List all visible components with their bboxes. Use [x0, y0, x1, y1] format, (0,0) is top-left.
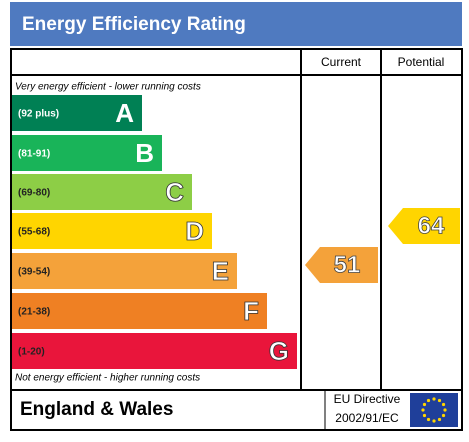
flag-star [426, 398, 431, 403]
band-bar [12, 293, 267, 329]
band-letter: B [135, 138, 154, 168]
flag-star [432, 397, 436, 401]
band-bar [12, 135, 162, 171]
band-range: (55-68) [18, 227, 50, 238]
column-header: Current [321, 55, 362, 69]
flag-star [422, 402, 427, 407]
band-bar [12, 213, 212, 249]
table-border [10, 48, 463, 431]
top-note: Very energy efficient - lower running co… [15, 82, 201, 93]
flag-star [432, 419, 436, 423]
footer-region: England & Wales [20, 399, 173, 420]
flag-star [437, 398, 442, 403]
band-letter: E [212, 256, 229, 286]
flag-star [441, 402, 446, 407]
flag-star [426, 417, 431, 422]
band-letter: D [185, 216, 204, 246]
flag-star [443, 408, 447, 412]
header-bar [10, 2, 462, 46]
potential-arrow [388, 208, 460, 244]
band-bar [12, 253, 237, 289]
band-range: (21-38) [18, 307, 50, 318]
flag-star [441, 413, 446, 418]
column-header: Potential [398, 55, 445, 69]
band-bar [12, 174, 192, 210]
band-letter: G [269, 336, 289, 366]
band-letter: A [115, 98, 134, 128]
flag-star [437, 417, 442, 422]
band-bar [12, 95, 142, 131]
band-letter: F [243, 296, 259, 326]
directive-line: EU Directive [334, 392, 401, 406]
band-letter: C [165, 177, 184, 207]
bottom-note: Not energy efficient - higher running co… [15, 373, 200, 384]
header-title: Energy Efficiency Rating [22, 14, 246, 35]
band-range: (81-91) [18, 149, 50, 160]
band-range: (1-20) [18, 347, 45, 358]
flag-star [422, 413, 427, 418]
band-bar [12, 333, 297, 369]
band-range: (69-80) [18, 188, 50, 199]
potential-rating: 64 [418, 212, 445, 239]
current-rating: 51 [334, 251, 361, 278]
band-range: (92 plus) [18, 109, 59, 120]
band-range: (39-54) [18, 267, 50, 278]
flag-star [421, 408, 425, 412]
directive-line: 2002/91/EC [335, 411, 399, 425]
current-arrow [305, 247, 378, 283]
